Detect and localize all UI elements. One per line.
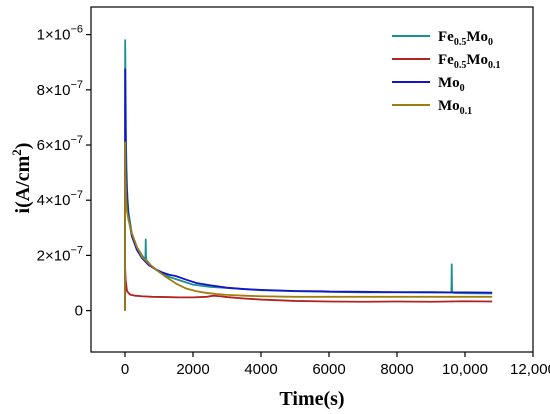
x-tick-label: 12,000 <box>510 361 550 378</box>
plot-frame <box>90 6 534 353</box>
legend-label-3: Mo0.1 <box>438 98 472 117</box>
y-tick-label: 8×10−7 <box>37 79 83 99</box>
legend-label-2: Mo0 <box>438 75 465 94</box>
x-tick-label: 10,000 <box>442 361 488 378</box>
y-axis-title: i(A/cm2) <box>9 143 34 214</box>
legend: Fe0.5Mo0 Fe0.5Mo0.1 Mo0 Mo0.1 <box>392 29 501 117</box>
y-tick-label: 4×10−7 <box>37 189 83 209</box>
y-tick-label: 1×10−6 <box>37 24 83 44</box>
x-tick-label: 6000 <box>312 361 345 378</box>
series-line-1 <box>124 267 493 311</box>
x-axis-title: Time(s) <box>279 388 344 410</box>
x-tick-label: 0 <box>121 361 129 378</box>
x-tick-label: 4000 <box>244 361 277 378</box>
x-tick-label: 8000 <box>380 361 413 378</box>
legend-label-1: Fe0.5Mo0.1 <box>438 52 501 71</box>
x-tick-label: 2000 <box>176 361 209 378</box>
legend-label-0: Fe0.5Mo0 <box>438 29 493 48</box>
y-tick-label: 6×10−7 <box>37 134 83 154</box>
y-tick-label: 0 <box>75 303 83 320</box>
series-line-2 <box>124 68 493 311</box>
y-tick-label: 2×10−7 <box>37 244 83 264</box>
series-line-3 <box>124 141 493 311</box>
